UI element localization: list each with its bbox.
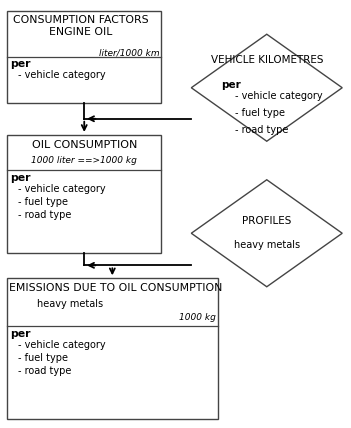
Text: CONSUMPTION FACTORS
ENGINE OIL: CONSUMPTION FACTORS ENGINE OIL bbox=[13, 15, 149, 37]
Text: 1000 kg: 1000 kg bbox=[179, 313, 216, 322]
Text: - vehicle category: - vehicle category bbox=[18, 71, 105, 80]
Text: liter/1000 km: liter/1000 km bbox=[99, 48, 160, 57]
Text: PROFILES: PROFILES bbox=[242, 217, 291, 226]
Text: per: per bbox=[11, 329, 31, 339]
Text: - vehicle category: - vehicle category bbox=[18, 340, 105, 350]
Text: VEHICLE KILOMETRES: VEHICLE KILOMETRES bbox=[211, 55, 323, 65]
Text: EMISSIONS DUE TO OIL CONSUMPTION: EMISSIONS DUE TO OIL CONSUMPTION bbox=[9, 283, 222, 293]
Text: OIL CONSUMPTION: OIL CONSUMPTION bbox=[32, 140, 137, 150]
Bar bbox=[7, 11, 161, 103]
Text: per: per bbox=[11, 172, 31, 183]
Polygon shape bbox=[191, 180, 342, 287]
Text: heavy metals: heavy metals bbox=[234, 240, 300, 250]
Text: - vehicle category: - vehicle category bbox=[235, 91, 323, 101]
Text: - fuel type: - fuel type bbox=[18, 353, 67, 363]
Text: - road type: - road type bbox=[235, 125, 289, 135]
Text: per: per bbox=[221, 80, 241, 90]
Text: heavy metals: heavy metals bbox=[37, 299, 103, 309]
Text: - fuel type: - fuel type bbox=[18, 197, 67, 207]
Text: - road type: - road type bbox=[18, 366, 71, 376]
Text: - vehicle category: - vehicle category bbox=[18, 184, 105, 194]
Text: - road type: - road type bbox=[18, 210, 71, 220]
Polygon shape bbox=[191, 34, 342, 141]
Bar bbox=[7, 135, 161, 253]
Bar bbox=[7, 278, 218, 419]
Text: 1000 liter ==>1000 kg: 1000 liter ==>1000 kg bbox=[31, 156, 137, 165]
Text: - fuel type: - fuel type bbox=[235, 108, 285, 118]
Text: per: per bbox=[11, 59, 31, 69]
